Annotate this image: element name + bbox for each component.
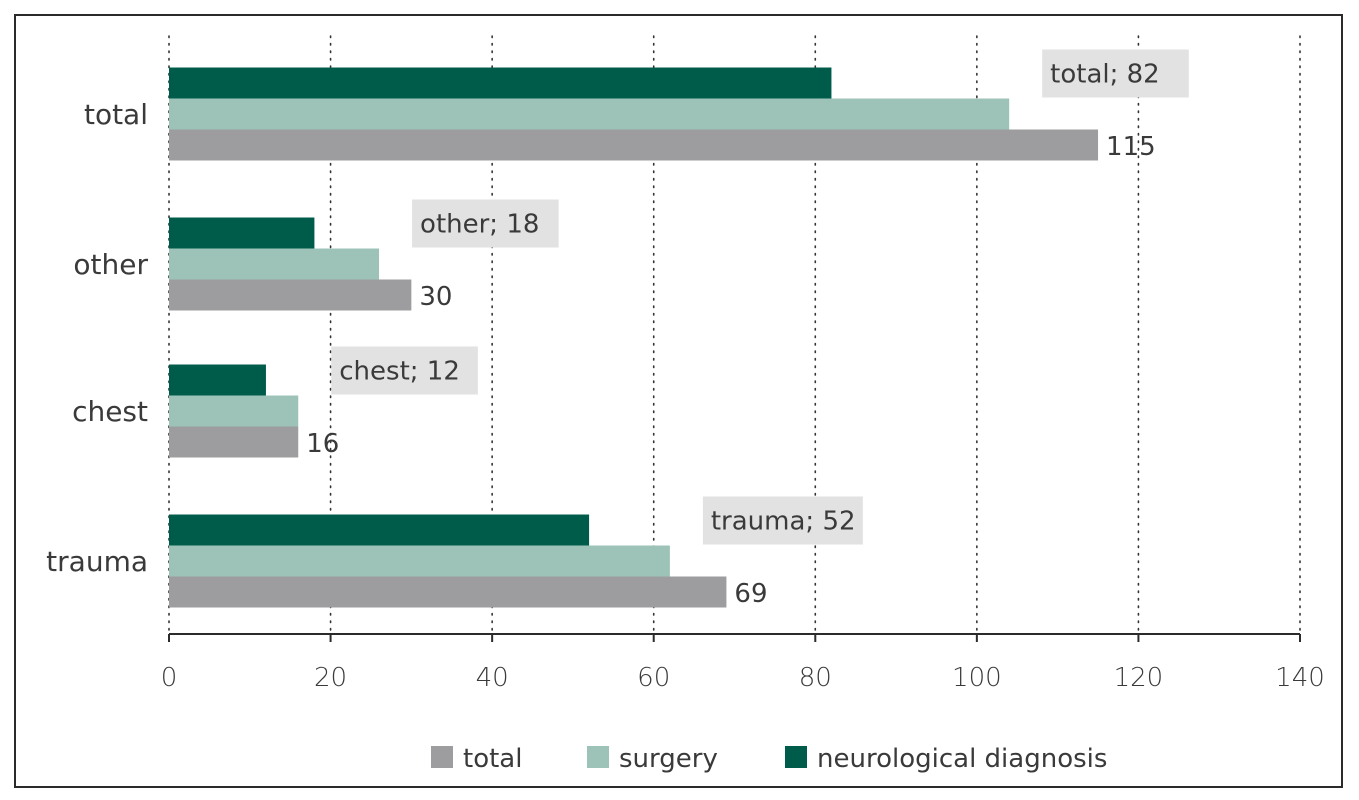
- bar-chest-surgery: [169, 395, 299, 427]
- bar-trauma-neurological-diagnosis: [169, 514, 590, 546]
- bar-other-surgery: [169, 248, 380, 280]
- callout-box-trauma: [702, 496, 863, 545]
- bar-other-total: [169, 279, 412, 311]
- legend-label-neurological-diagnosis: neurological diagnosis: [817, 744, 1107, 774]
- data-label-trauma: 69: [734, 579, 767, 609]
- x-tick-label-60: 60: [637, 663, 670, 693]
- x-tick-label-100: 100: [952, 663, 1002, 693]
- x-tick-label-40: 40: [476, 663, 509, 693]
- bar-trauma-surgery: [169, 545, 670, 577]
- callout-label-trauma: trauma; 52: [711, 507, 856, 537]
- bar-trauma-total: [169, 576, 727, 608]
- x-tick-label-120: 120: [1114, 663, 1164, 693]
- data-label-other: 30: [419, 282, 452, 312]
- x-tick-label-20: 20: [314, 663, 347, 693]
- callout-box-total: [1042, 49, 1189, 98]
- category-label-total: total: [84, 98, 148, 131]
- callout-label-total: total; 82: [1050, 60, 1160, 90]
- callout-box-chest: [331, 346, 478, 395]
- bar-chest-total: [169, 426, 299, 458]
- legend-swatch-total: [431, 746, 453, 768]
- bar-chest-neurological-diagnosis: [169, 364, 266, 396]
- callout-label-chest: chest; 12: [339, 357, 460, 387]
- legend-swatch-neurological-diagnosis: [785, 746, 807, 768]
- category-labels: 69 trauma; 52 trauma 16 chest; 12 chest 30 othe…: [46, 49, 1189, 609]
- category-label-chest: chest: [72, 395, 148, 428]
- category-label-trauma: trauma: [46, 545, 148, 578]
- bar-total-neurological-diagnosis: [169, 67, 832, 99]
- x-tick-label-140: 140: [1275, 663, 1325, 693]
- bars: [169, 67, 1099, 608]
- legend: total surgery neurological diagnosis: [431, 744, 1107, 774]
- data-label-chest: 16: [306, 429, 339, 459]
- callout-label-other: other; 18: [420, 210, 539, 240]
- legend-swatch-surgery: [587, 746, 609, 768]
- category-label-other: other: [73, 248, 148, 281]
- bar-total-total: [169, 129, 1099, 161]
- bar-total-surgery: [169, 98, 1010, 130]
- legend-label-surgery: surgery: [619, 744, 718, 774]
- x-axis: 0 20 40 60 80 100 120 140: [161, 633, 1325, 693]
- bar-other-neurological-diagnosis: [169, 217, 315, 249]
- data-label-total: 115: [1106, 132, 1156, 162]
- legend-label-total: total: [463, 744, 522, 774]
- callout-box-other: [412, 199, 559, 248]
- x-tick-label-0: 0: [161, 663, 178, 693]
- x-tick-label-80: 80: [799, 663, 832, 693]
